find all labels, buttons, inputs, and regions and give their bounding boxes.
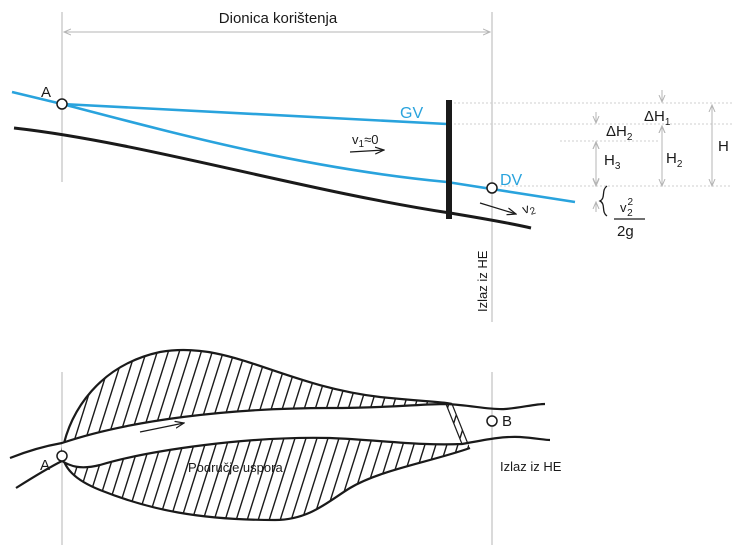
h2-label: H2 [666,150,683,170]
hatch-stroke [62,349,63,520]
h-label: H [718,138,729,155]
plan-dam-line-2 [451,403,469,445]
velocity-1-label: v1≈0 [352,132,378,150]
hatch-stroke [0,340,51,530]
river-channel-fill [62,404,462,468]
point-a-marker [56,98,68,110]
outlet-label-vertical: Izlaz iz HE [475,250,490,312]
plan-dam-line-1 [445,403,463,445]
plan-view: A B Područje uspora Izlaz iz HE [0,340,562,545]
plan-point-a-marker [56,450,68,462]
plan-point-b-label: B [502,413,512,430]
flow-arrow [139,423,184,433]
dv-label: DV [500,172,523,189]
river-bank-upper [9,402,546,460]
plan-point-a-label: A [40,457,50,474]
upper-water-line [61,102,448,126]
plan-outlet-label: Izlaz iz HE [500,459,562,474]
reservoir-label: Područje uspora [188,460,283,475]
hatch-stroke [452,349,470,520]
riverbed-line [13,126,532,230]
profile-view: Dionica korištenja A GV DV v1≈0 v2 Izl [11,10,732,322]
point-dv-marker [486,182,498,194]
velocity-2-arrow [479,202,516,214]
delta-h2-label: ΔH2 [606,123,633,143]
hatch-stroke [62,349,85,520]
h3-label: H3 [604,152,621,172]
hatch-stroke [0,340,40,530]
velocity-1-arrow [349,150,384,152]
velocity-head-brace [598,185,608,217]
delta-h1-label: ΔH1 [644,108,671,128]
velocity-head-denominator: 2g [617,223,634,240]
velocity-2-label: v2 [520,199,537,220]
plan-point-b-marker [486,415,498,427]
reservoir-outline [60,348,471,522]
river-bank-lower [15,435,551,489]
gv-label: GV [400,105,423,122]
velocity-head-numerator: v2 2 [620,197,634,219]
hatch-stroke [62,349,74,520]
span-label: Dionica korištenja [219,10,338,27]
water-surface-line [11,90,576,204]
point-a-label: A [41,84,51,101]
